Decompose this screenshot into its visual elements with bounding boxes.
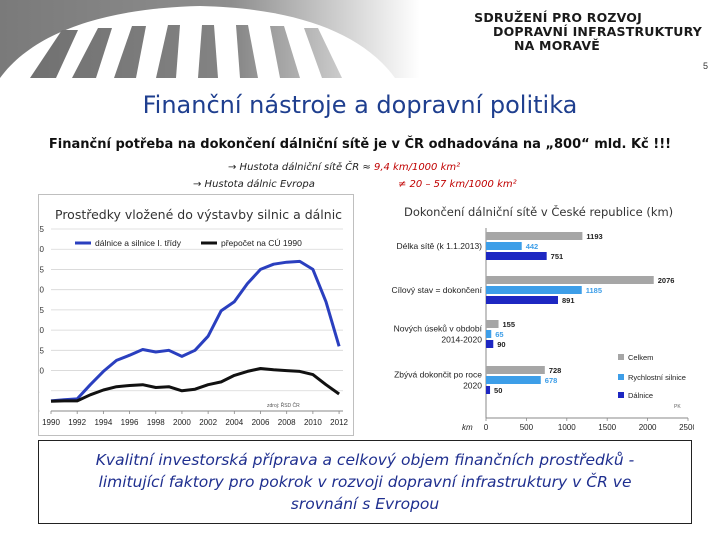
bar-value-label: 751 [551,252,564,261]
category-label: 2020 [463,381,482,391]
density-cz-label: → Hustota dálniční sítě ČR ≈ [228,162,374,173]
density-eu-label: → Hustota dálnic Evropa [193,179,315,190]
x-tick-label: 1000 [558,423,576,432]
density-cz-value: 9,4 km/1000 km² [373,162,461,173]
x-tick-label: 500 [520,423,534,432]
legend-swatch-3 [618,392,624,398]
bar-value-label: 1185 [586,286,602,295]
x-tick-label: 2010 [304,418,322,427]
logo-graphic [0,0,420,78]
conclusion-line-3: srovnání s Evropou [290,495,440,513]
density-eu-line: → Hustota dálnic Evropa [193,179,315,190]
bar-1-1 [486,232,583,240]
x-tick-label: 2012 [330,418,348,427]
bar-value-label: 50 [494,386,502,395]
legend-swatch-1 [618,354,624,360]
bar-3-2 [486,330,492,338]
conclusion-text: Kvalitní investorská příprava a celkový … [39,449,691,515]
category-label: Zbývá dokončit po roce [394,370,482,380]
x-tick-label: 1500 [598,423,616,432]
bar-value-label: 2076 [658,276,675,285]
bar-4-1 [486,366,545,374]
bar-1-3 [486,252,547,260]
chart-title: Prostředky vložené do výstavby silnic a … [55,207,342,222]
org-name-line-3: NA MORAVĚ [513,38,600,53]
slide-title: Finanční nástroje a dopravní politika [142,91,578,119]
conclusion-box: Kvalitní investorská příprava a celkový … [38,440,692,524]
density-eu-value: ≠ 20 – 57 km/1000 km² [398,179,517,190]
series-line-2 [50,367,340,403]
y-tick-label: 35 [38,265,44,274]
legend-swatch-2 [618,374,624,380]
bar-value-label: 155 [503,320,516,329]
category-label: Nových úseků v období [394,324,483,334]
x-tick-label: 1998 [147,418,165,427]
y-tick-label: 0 [38,407,40,416]
slide-subtitle: Finanční potřeba na dokončení dálniční s… [48,137,672,152]
bar-1-2 [486,242,522,250]
bar-value-label: 1193 [586,232,602,241]
x-tick-label: 2000 [639,423,657,432]
page-number: 5 [702,61,708,71]
x-tick-label: 2008 [278,418,296,427]
x-tick-label: 0 [484,423,489,432]
x-tick-label: 2500 [679,423,694,432]
y-tick-label: 5 [38,387,40,396]
source-note: zdroj: ŘSD ČR [267,401,300,409]
bar-4-2 [486,376,541,384]
y-tick-label: 15 [38,346,44,355]
bar-value-label: 678 [545,376,558,385]
bar-3-1 [486,320,499,328]
category-label: 2014-2020 [441,335,482,345]
legend-label-3: Dálnice [628,391,653,400]
x-tick-label: 2002 [199,418,217,427]
x-tick-label: 2006 [252,418,270,427]
legend-label-1: Celkem [628,353,653,362]
y-tick-label: 30 [38,286,44,295]
bar-2-2 [486,286,582,294]
bar-2-1 [486,276,654,284]
legend-label-1: dálnice a silnice I. třídy [95,238,182,248]
bar-value-label: 442 [526,242,539,251]
y-tick-label: 10 [38,367,44,376]
category-label: Délka sítě (k 1.1.2013) [396,241,482,251]
bar-2-3 [486,296,558,304]
org-name-line-1: SDRUŽENÍ PRO ROZVOJ [474,10,642,25]
y-tick-label: 25 [38,306,44,315]
density-cz-line: → Hustota dálniční sítě ČR ≈ 9,4 km/1000… [228,162,460,173]
org-name-line-2: DOPRAVNÍ INFRASTRUKTURY [493,24,702,39]
bar-value-label: 728 [549,366,562,375]
legend-label-2: přepočet na CÚ 1990 [221,238,302,248]
category-label: Cílový stav = dokončení [392,285,483,295]
y-tick-label: 45 [38,225,44,234]
unit-label: km [462,423,473,432]
chart-title: Dokončení dálniční sítě v České republic… [404,204,673,219]
footnote: PK [674,404,681,410]
legend-label-2: Rychlostní silnice [628,373,686,382]
x-tick-label: 1992 [68,418,86,427]
bar-4-3 [486,386,491,394]
motorway-completion-bar-chart: Dokončení dálniční sítě v České republic… [362,194,694,434]
x-tick-label: 1996 [121,418,139,427]
bar-value-label: 90 [497,340,505,349]
x-tick-label: 2000 [173,418,191,427]
conclusion-line-1: Kvalitní investorská příprava a celkový … [95,451,635,469]
x-tick-label: 2004 [225,418,243,427]
x-tick-label: 1994 [94,418,112,427]
series-line-1 [50,259,341,403]
x-tick-label: 1990 [42,418,60,427]
bar-value-label: 65 [495,330,503,339]
bar-value-label: 891 [562,296,575,305]
bar-3-3 [486,340,494,348]
density-eu-value-wrap: ≠ 20 – 57 km/1000 km² [398,179,517,190]
y-tick-label: 40 [38,245,44,254]
y-tick-label: 20 [38,326,44,335]
funding-line-chart: Prostředky vložené do výstavby silnic a … [38,194,354,436]
conclusion-line-2: limitující faktory pro pokrok v rozvoji … [98,473,632,491]
